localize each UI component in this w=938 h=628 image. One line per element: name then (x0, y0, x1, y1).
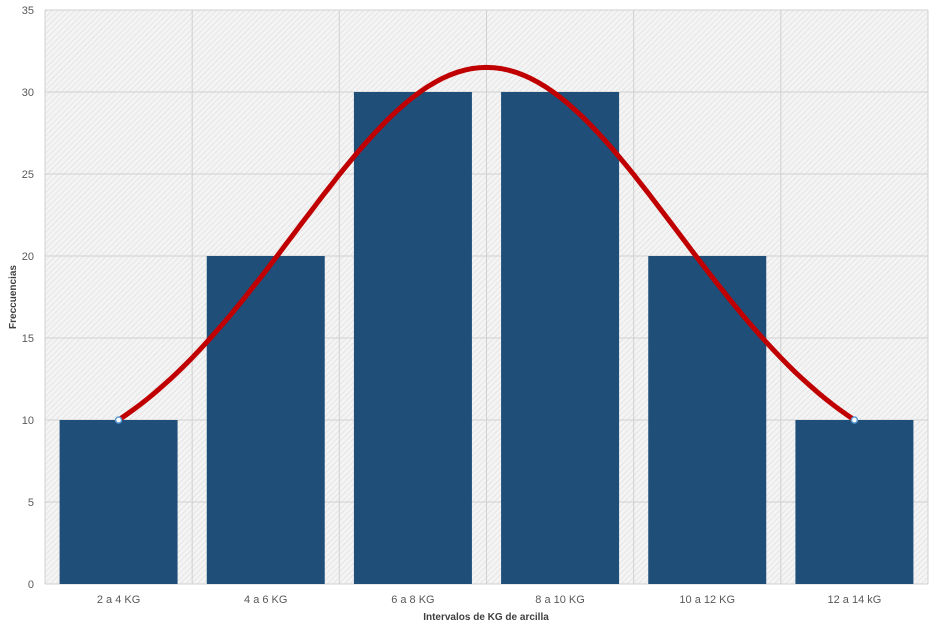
y-tick-label: 15 (22, 333, 34, 345)
x-tick-label: 10 a 12 KG (679, 594, 735, 606)
curve-endpoint (850, 416, 859, 424)
bar (501, 92, 620, 584)
x-tick-labels: 2 a 4 KG 4 a 6 KG 6 a 8 KG 8 a 10 KG 10 a 12… (97, 594, 881, 606)
x-tick-label: 8 a 10 KG (535, 594, 585, 606)
bar (59, 420, 178, 584)
x-tick-label: 4 a 6 KG (244, 594, 287, 606)
y-tick-label: 10 (22, 415, 34, 427)
y-tick-labels: 0 5 10 15 20 25 30 35 (22, 5, 34, 591)
y-tick-label: 30 (22, 87, 34, 99)
y-tick-label: 5 (28, 497, 34, 509)
bar (648, 256, 767, 584)
x-tick-label: 6 a 8 KG (391, 594, 434, 606)
curve-line (116, 64, 857, 423)
x-tick-label: 2 a 4 KG (97, 594, 140, 606)
bar (206, 256, 325, 584)
y-tick-label: 20 (22, 251, 34, 263)
gridlines (44, 9, 929, 585)
y-axis-title: Freccuencias (8, 265, 19, 329)
bar (795, 420, 914, 584)
curve-endpoint (114, 416, 123, 424)
bars (59, 92, 914, 584)
x-tick-label: 12 a 14 kG (828, 594, 882, 606)
bar (353, 92, 472, 584)
y-tick-label: 35 (22, 5, 34, 17)
y-tick-label: 25 (22, 169, 34, 181)
x-axis-title: Intervalos de KG de arcilla (423, 612, 549, 623)
y-tick-label: 0 (28, 579, 34, 591)
curve (114, 64, 859, 424)
